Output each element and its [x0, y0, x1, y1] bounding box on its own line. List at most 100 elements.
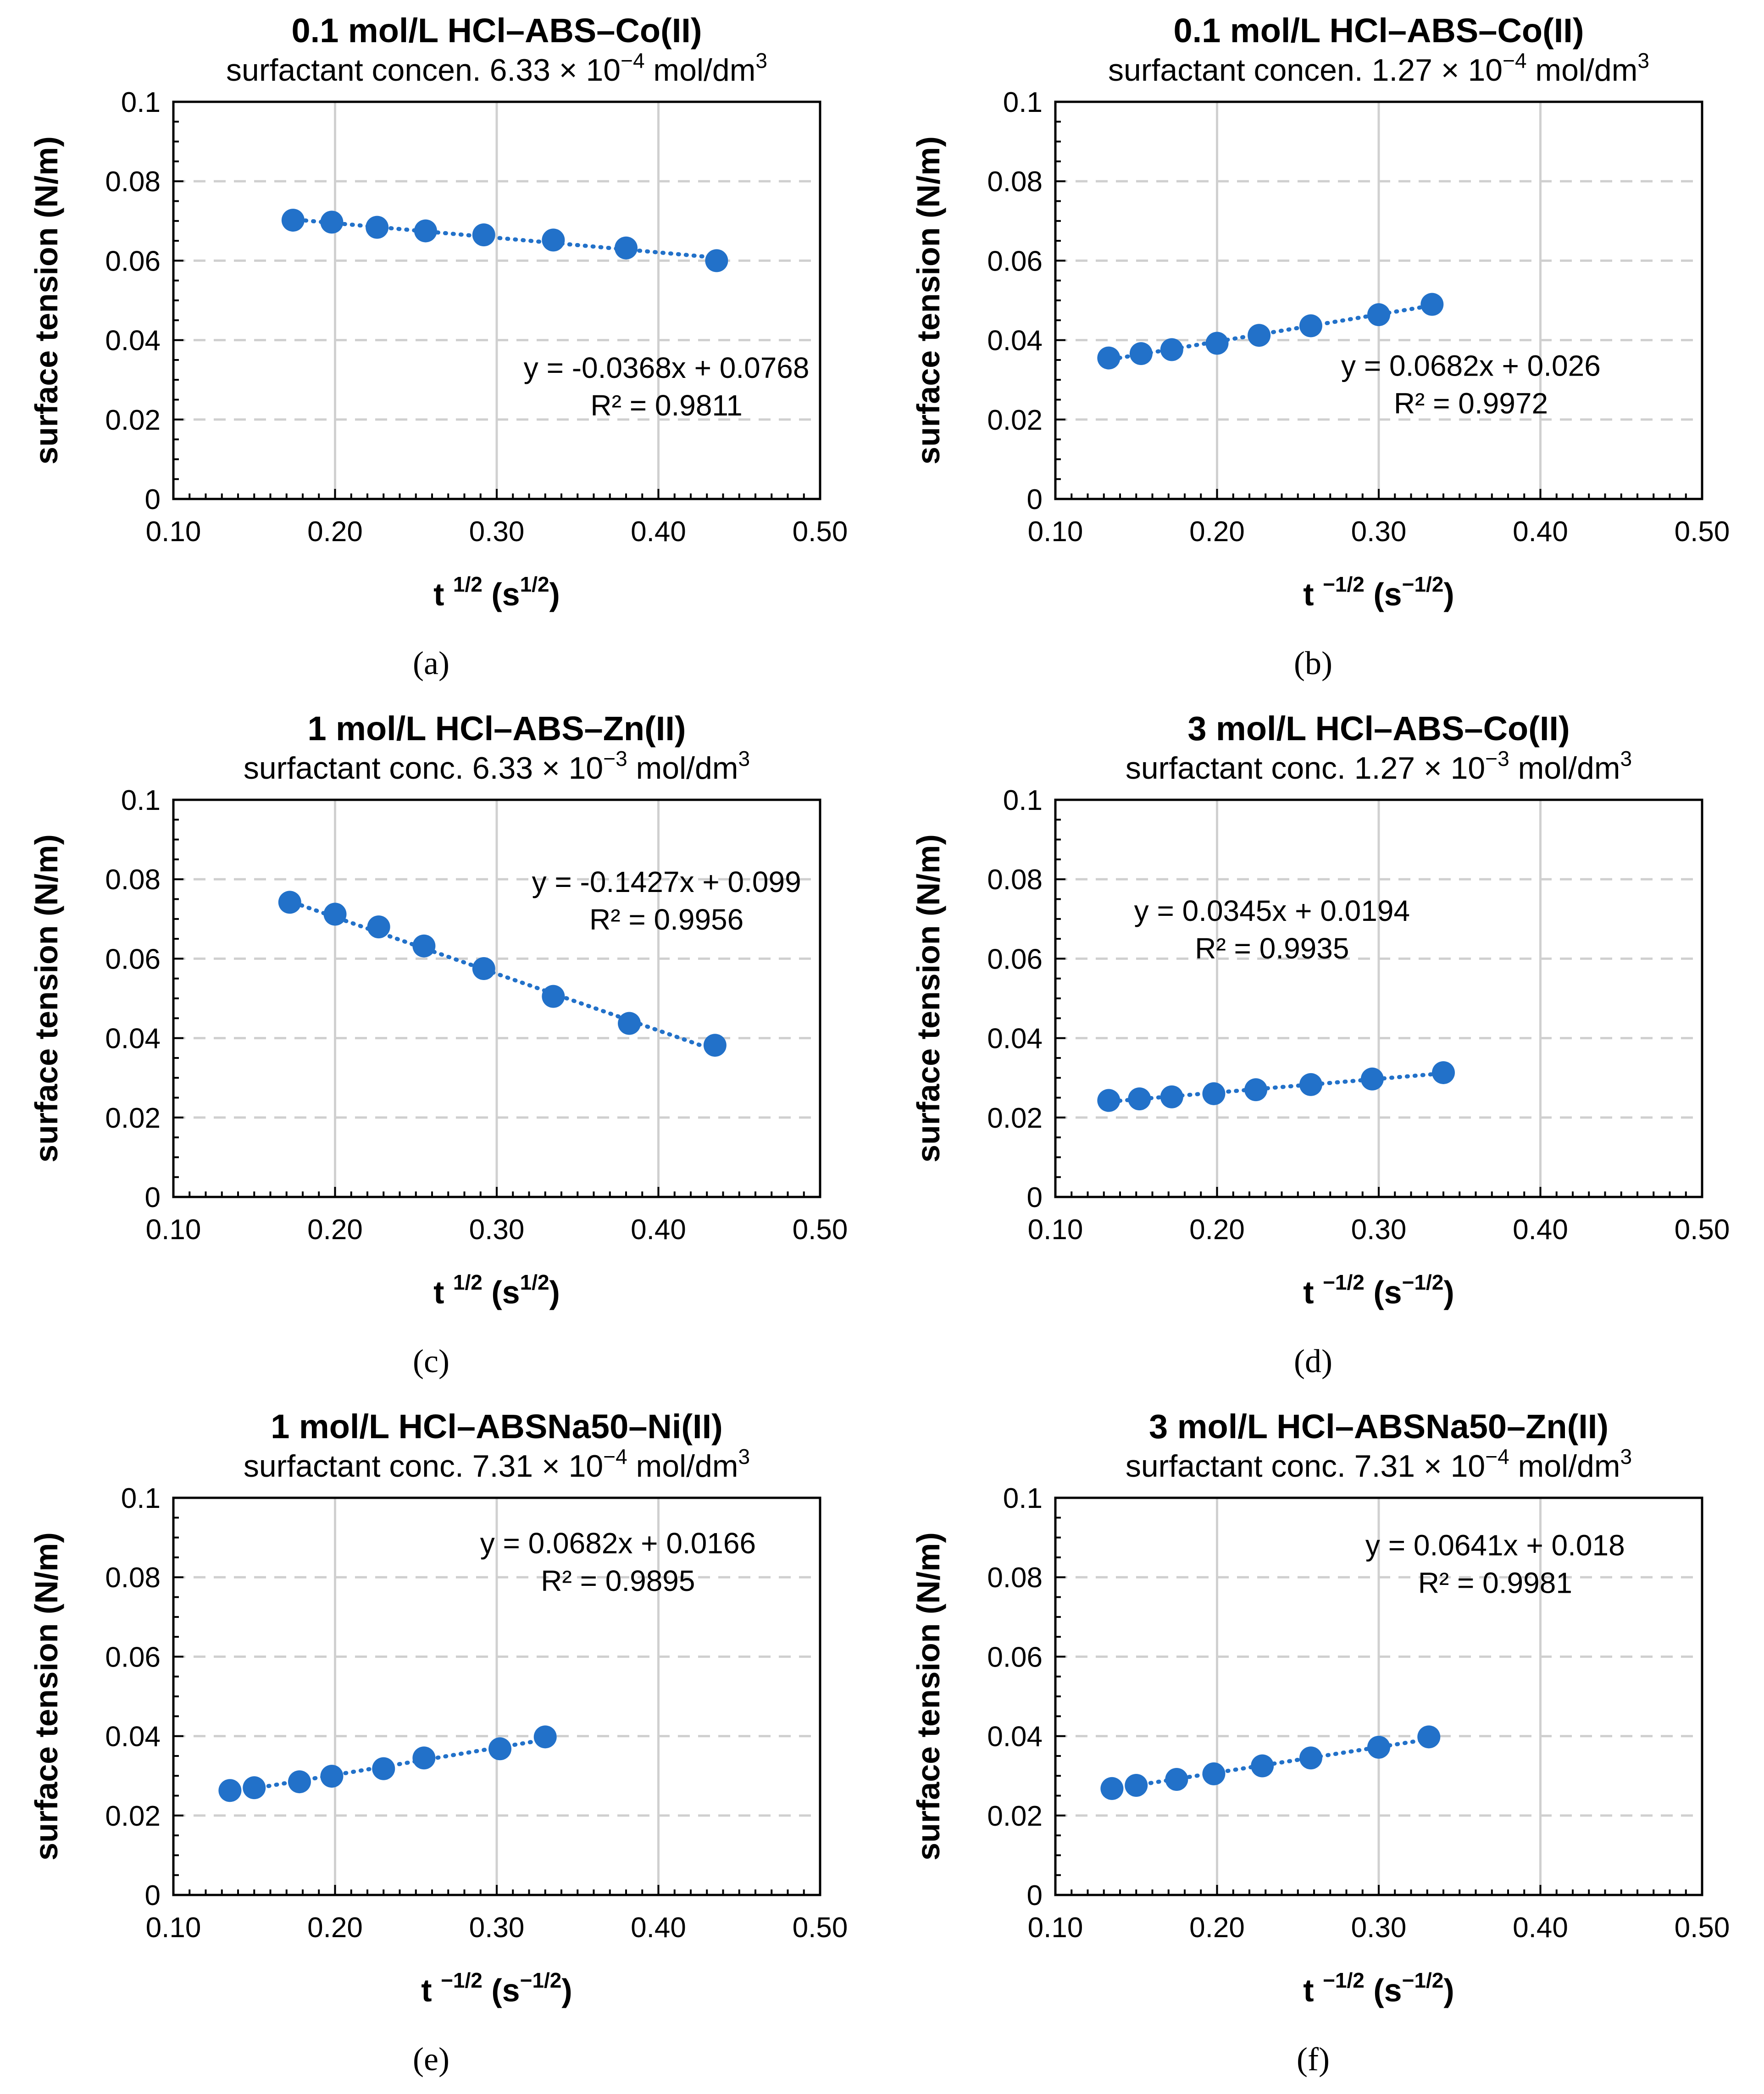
- trendline: [288, 217, 719, 260]
- subtitle-exponent: −4: [621, 49, 644, 72]
- data-point: [1244, 1078, 1268, 1102]
- x-label-base: t: [1303, 1972, 1323, 2008]
- x-label-unit: (s: [483, 576, 520, 612]
- y-tick-label: 0.1: [121, 87, 161, 118]
- y-axis-label: surface tension (N/m): [910, 1532, 946, 1861]
- subtitle-text: surfactant conc. 1.27 × 10: [1126, 751, 1485, 786]
- subtitle-exponent: −4: [1485, 1445, 1509, 1468]
- y-tick-label: 0.02: [105, 1102, 161, 1134]
- x-tick-label: 0.40: [1513, 1912, 1568, 1944]
- chart-subtitle: surfactant conc. 7.31 × 10−4 mol/dm3: [1126, 1445, 1632, 1484]
- data-point: [1160, 1085, 1183, 1108]
- panel-label: (e): [413, 2041, 449, 2077]
- y-tick-label: 0.08: [105, 1562, 161, 1594]
- x-label-close: ): [1443, 1972, 1454, 2008]
- y-tick-label: 0.1: [1003, 1483, 1043, 1514]
- chart-panel-a: 0.1 mol/L HCl–ABS–Co(II) surfactant conce…: [0, 0, 882, 698]
- y-tick-label: 0.06: [987, 245, 1043, 277]
- y-tick-label: 0: [1027, 1182, 1043, 1213]
- y-axis-label: surface tension (N/m): [28, 1532, 64, 1861]
- y-tick-label: 0.02: [105, 1800, 161, 1832]
- data-point: [1100, 1777, 1124, 1800]
- x-label-unit: (s: [1365, 1274, 1402, 1310]
- y-tick-label: 0: [1027, 1880, 1043, 1911]
- data-point: [618, 1012, 641, 1035]
- chart-panel-e: 1 mol/L HCl–ABSNa50–Ni(II) surfactant con…: [0, 1396, 882, 2094]
- chart-svg: 0.1 mol/L HCl–ABS–Co(II)surfactant conce…: [28, 11, 848, 681]
- chart-title: 3 mol/L HCl–ABSNa50–Zn(II): [1149, 1407, 1609, 1446]
- y-tick-label: 0.08: [105, 864, 161, 896]
- y-axis-label: surface tension (N/m): [910, 136, 946, 465]
- data-point: [323, 903, 347, 926]
- x-tick-label: 0.30: [469, 1912, 525, 1944]
- x-tick-label: 0.10: [1028, 516, 1083, 548]
- y-tick-label: 0.04: [105, 1721, 161, 1753]
- x-tick-label: 0.50: [1675, 516, 1730, 548]
- y-tick-label: 0.1: [1003, 785, 1043, 816]
- x-label-base: t: [433, 576, 453, 612]
- y-tick-label: 0.08: [105, 166, 161, 198]
- chart-subtitle: surfactant concen. 6.33 × 10−4 mol/dm3: [226, 49, 767, 88]
- data-point: [320, 211, 344, 234]
- data-point: [1202, 1762, 1226, 1785]
- data-point: [703, 1034, 727, 1057]
- data-point: [1202, 1082, 1226, 1105]
- data-point: [1299, 314, 1322, 338]
- trendline: [1102, 1071, 1446, 1104]
- x-tick-label: 0.10: [1028, 1214, 1083, 1246]
- regression-equation: y = 0.0345x + 0.0194: [1134, 894, 1410, 927]
- y-tick-label: 0.1: [1003, 87, 1043, 118]
- y-tick-label: 0.1: [121, 1483, 161, 1514]
- chart-subtitle: surfactant conc. 7.31 × 10−4 mol/dm3: [244, 1445, 750, 1484]
- y-tick-label: 0.02: [987, 404, 1043, 436]
- data-point: [1432, 1061, 1455, 1084]
- r-squared: R² = 0.9956: [589, 903, 743, 936]
- data-point: [533, 1725, 557, 1749]
- data-point: [288, 1770, 311, 1794]
- subtitle-text: surfactant conc. 7.31 × 10: [244, 1449, 603, 1484]
- data-point: [542, 228, 565, 252]
- subtitle-exponent: −3: [603, 747, 627, 770]
- x-tick-label: 0.50: [793, 1912, 848, 1944]
- chart-subtitle: surfactant conc. 1.27 × 10−3 mol/dm3: [1126, 747, 1632, 786]
- data-point: [278, 891, 301, 914]
- x-label-unit: (s: [483, 1972, 520, 2008]
- chart-panel-c: 1 mol/L HCl–ABS–Zn(II) surfactant conc. 6…: [0, 698, 882, 1396]
- subtitle-text: surfactant conc. 7.31 × 10: [1126, 1449, 1485, 1484]
- x-label-unit: (s: [1365, 1972, 1402, 2008]
- subtitle-text: surfactant concen. 1.27 × 10: [1108, 53, 1503, 88]
- x-tick-label: 0.40: [1513, 1214, 1568, 1246]
- chart-title: 1 mol/L HCl–ABS–Zn(II): [307, 709, 686, 748]
- data-point: [615, 236, 638, 260]
- data-point: [488, 1737, 512, 1761]
- chart-subtitle: surfactant conc. 6.33 × 10−3 mol/dm3: [244, 747, 750, 786]
- subtitle-unit: mol/dm: [627, 1449, 738, 1484]
- panel-label: (b): [1294, 645, 1332, 681]
- data-point: [1417, 1725, 1441, 1749]
- chart-title: 3 mol/L HCl–ABS–Co(II): [1187, 709, 1570, 748]
- r-squared: R² = 0.9981: [1418, 1567, 1572, 1600]
- x-label-exponent: −1/2: [1323, 1968, 1365, 1992]
- x-tick-label: 0.20: [307, 1912, 363, 1944]
- data-point: [1097, 1089, 1121, 1112]
- x-tick-label: 0.10: [146, 1214, 201, 1246]
- x-tick-label: 0.30: [1351, 1214, 1407, 1246]
- panel-label: (f): [1297, 2041, 1330, 2077]
- x-label-base: t: [1303, 576, 1323, 612]
- x-label-close: ): [549, 576, 560, 612]
- subtitle-exponent: −4: [603, 1445, 627, 1468]
- chart-svg: 1 mol/L HCl–ABS–Zn(II)surfactant conc. 6…: [28, 709, 848, 1379]
- data-point: [1097, 346, 1121, 370]
- x-axis-label: t −1/2 (s−1/2): [1303, 1968, 1454, 2008]
- data-point: [1165, 1767, 1188, 1791]
- regression-equation: y = 0.0682x + 0.026: [1341, 349, 1601, 382]
- data-point: [472, 957, 495, 981]
- subtitle-unit: mol/dm: [645, 53, 756, 88]
- y-tick-label: 0: [145, 1880, 161, 1911]
- data-point: [412, 934, 436, 958]
- subtitle-text: surfactant concen. 6.33 × 10: [226, 53, 621, 88]
- y-tick-label: 0.06: [105, 245, 161, 277]
- x-label-exponent: 1/2: [453, 572, 483, 596]
- regression-equation: y = -0.0368x + 0.0768: [524, 351, 810, 384]
